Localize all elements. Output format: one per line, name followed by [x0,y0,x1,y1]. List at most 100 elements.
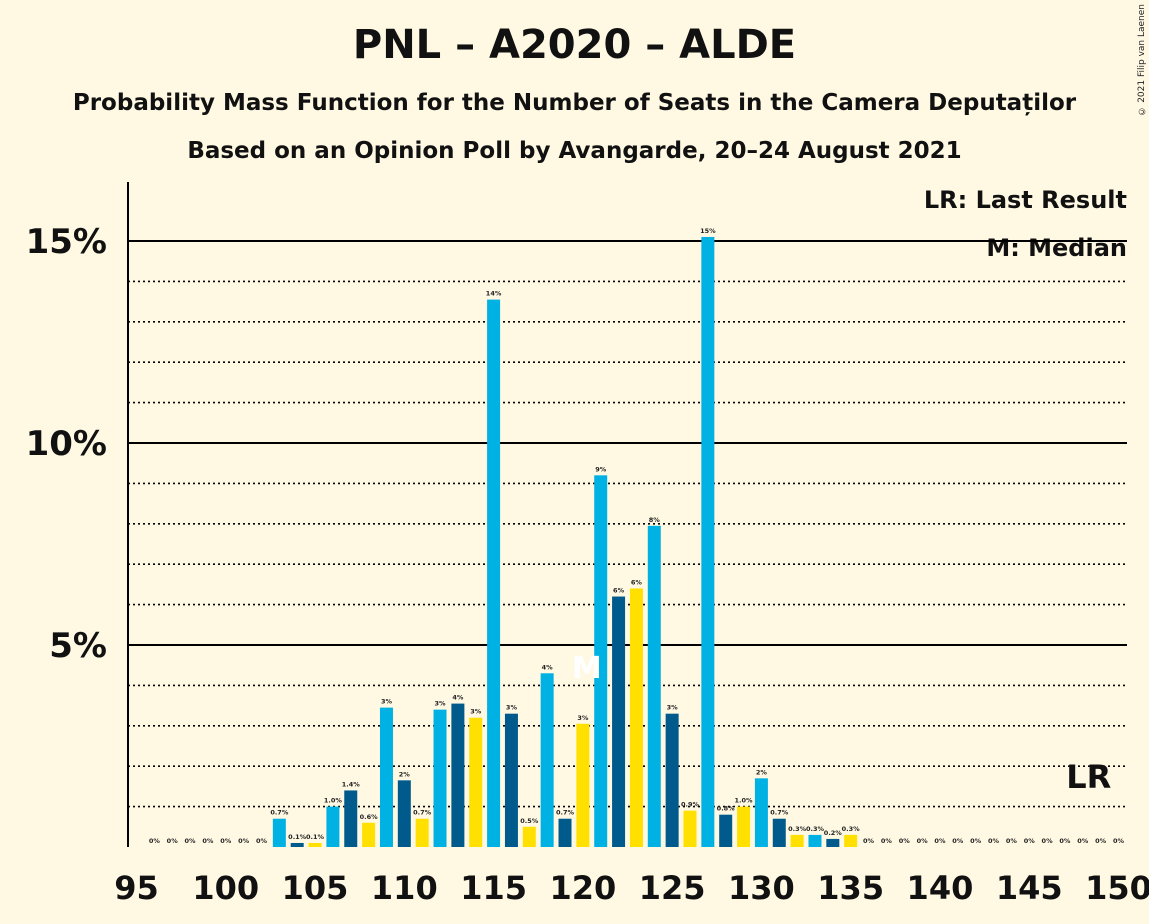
bar [808,834,822,847]
bar-value-label: 0% [970,837,982,845]
bar [576,723,590,847]
bar [665,713,679,847]
poll-description: Based on an Opinion Poll by Avangarde, 2… [187,138,962,164]
bar-value-label: 0% [934,837,946,845]
bar-value-label: 0% [917,837,929,845]
bar-value-label: 4% [542,663,554,671]
bar [362,822,376,847]
bar-value-label: 3% [435,700,447,708]
x-tick-label: 120 [549,869,616,907]
bar-value-label: 0% [185,837,197,845]
x-tick-label: 135 [817,869,884,907]
bar [308,842,322,847]
legend-last-result: LR: Last Result [923,186,1127,214]
bar-value-label: 3% [577,714,589,722]
bar-value-label: 0% [202,837,214,845]
bar [415,818,429,847]
x-tick-label: 100 [192,869,259,907]
bar [683,810,697,847]
last-result-marker: LR [1066,758,1111,796]
chart-subtitle: Probability Mass Function for the Number… [72,90,1077,116]
x-tick-label: 115 [460,869,527,907]
bar-value-label: 0% [167,837,179,845]
bar-value-label: 6% [631,578,643,586]
bar-value-label: 0% [881,837,893,845]
bar [772,818,786,847]
x-tick-label: 130 [728,869,795,907]
x-tick-label: 105 [282,869,349,907]
bar-value-label: 0.3% [806,825,825,833]
bar-value-label: 0% [256,837,268,845]
x-tick-label: 95 [114,869,159,907]
bar-value-label: 3% [506,704,518,712]
bar-value-label: 4% [452,694,464,702]
bar [844,834,858,847]
bar-value-label: 0.5% [520,817,539,825]
x-tick-label: 125 [639,869,706,907]
bar-value-label: 0% [1095,837,1107,845]
legend-median: M: Median [986,234,1127,262]
bar [290,842,304,847]
bar-value-label: 0% [952,837,964,845]
bar-value-label: 0% [220,837,232,845]
bar [433,709,447,847]
bar [558,818,572,847]
bar-value-label: 0.3% [788,825,807,833]
bar-value-label: 3% [381,698,393,706]
bar-value-label: 1.0% [735,797,754,805]
y-tick-label: 15% [26,222,107,262]
bar-value-label: 1.0% [324,797,343,805]
bar-value-label: 2% [756,768,768,776]
bar [344,790,358,847]
bar-value-label: 3% [667,704,679,712]
bar [272,818,286,847]
bar-value-label: 0% [863,837,875,845]
bar-value-label: 6% [613,587,625,595]
bar [719,814,733,847]
bar-value-label: 0.7% [770,809,789,817]
x-tick-label: 110 [371,869,438,907]
bar-value-label: 0% [1024,837,1036,845]
bar-value-label: 0.3% [842,825,861,833]
bar-value-label: 0.7% [413,809,432,817]
chart-title: PNL – A2020 – ALDE [352,22,797,68]
bar-value-label: 0% [899,837,911,845]
bar [522,826,536,847]
bar [451,703,465,847]
bar [594,475,608,847]
bar [379,707,393,847]
bar-value-label: 0% [1113,837,1125,845]
bar-value-label: 0.7% [556,809,575,817]
bar-value-label: 3% [470,708,482,716]
bar [397,780,411,847]
bar-value-label: 15% [700,227,716,235]
bar [826,838,840,847]
bar [647,525,661,847]
bar-value-label: 8% [649,516,661,524]
x-tick-label: 150 [1085,869,1149,907]
bar-value-label: 0.2% [824,829,843,837]
bar-value-label: 0% [1042,837,1054,845]
y-tick-label: 5% [49,626,107,666]
bar [469,717,483,847]
bar [540,673,554,847]
bar-value-label: 0.8% [717,805,736,813]
bar [487,299,501,848]
bar-value-label: 9% [595,465,607,473]
bar-value-label: 2% [399,770,411,778]
y-tick-label: 10% [26,424,107,464]
bar-value-label: 14% [486,290,502,298]
bar [737,806,751,847]
bar [326,806,340,847]
bar [504,713,518,847]
bar-value-label: 0.7% [270,809,289,817]
bar-value-label: 0% [988,837,1000,845]
bar-value-label: 0.1% [306,833,325,841]
bar-value-label: 0% [1059,837,1071,845]
bar [790,834,804,847]
bar-value-label: 0% [238,837,250,845]
bar-value-label: 0% [1077,837,1089,845]
x-tick-label: 140 [907,869,974,907]
bar [701,236,715,847]
